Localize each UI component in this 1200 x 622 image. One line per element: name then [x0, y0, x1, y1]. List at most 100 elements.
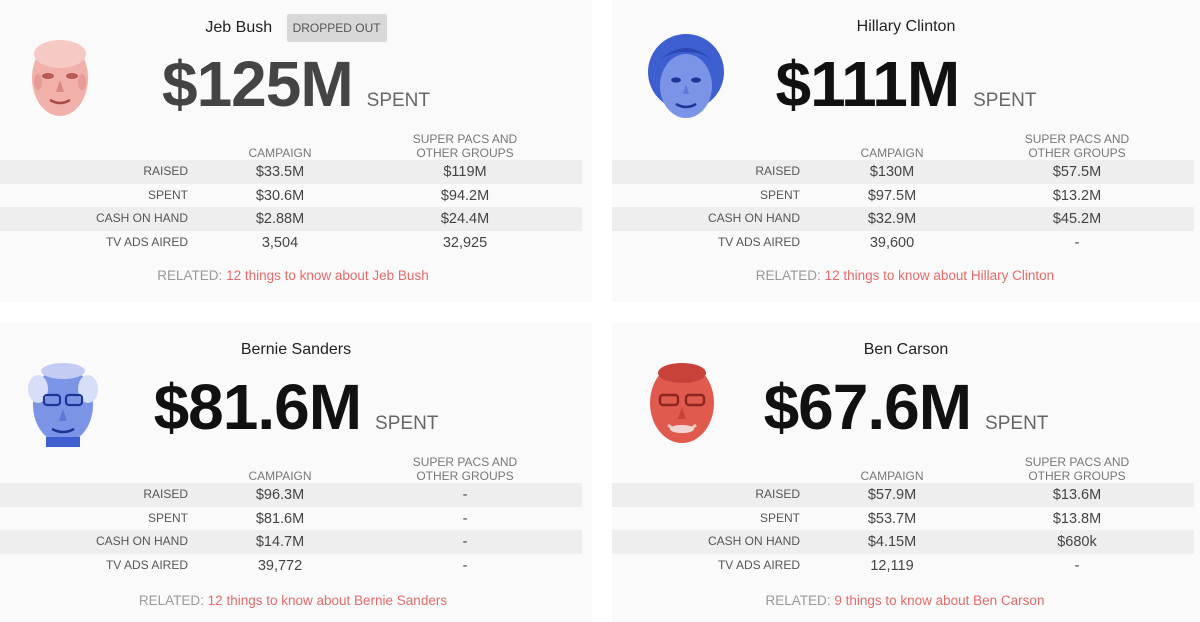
related-line: RELATED: 12 things to know about Hillary… [612, 268, 1198, 283]
campaign-value: $2.88M [255, 211, 305, 227]
table-row-raised: RAISED $57.9M $13.6M [612, 483, 1194, 507]
total-spent-value: $125M [161, 48, 354, 120]
row-label: RAISED [755, 487, 800, 501]
campaign-value: 39,772 [257, 557, 303, 574]
related-line: RELATED: 9 things to know about Ben Cars… [612, 593, 1198, 608]
campaign-value: $130M [869, 164, 915, 180]
groups-value: 32,925 [442, 234, 488, 251]
total-spent: $81.6M SPENT [0, 373, 592, 441]
groups-value: $13.8M [1052, 510, 1102, 527]
related-link[interactable]: 12 things to know about Hillary Clinton [824, 268, 1055, 283]
campaign-column-header: CAMPAIGN [248, 469, 312, 483]
table-row-cash: CASH ON HAND $32.9M $45.2M [612, 207, 1194, 231]
table-row-tv: TV ADS AIRED 39,772 - [0, 554, 582, 578]
table-row-raised: RAISED $33.5M $119M [0, 160, 582, 184]
candidate-name: Jeb Bush [205, 19, 273, 36]
super-pacs-column-header: SUPER PACS AND OTHER GROUPS [412, 132, 518, 160]
groups-value: $13.2M [1052, 187, 1102, 204]
related-prefix: RELATED: [765, 593, 831, 608]
groups-value: - [462, 510, 468, 527]
candidate-card-ben-carson: Ben Carson $67.6M SPENT CAMPAIGN SUPER PA… [612, 323, 1200, 622]
campaign-value: $14.7M [255, 534, 305, 550]
campaign-value: $97.5M [867, 187, 917, 204]
row-label: TV ADS AIRED [717, 234, 800, 249]
row-label: TV ADS AIRED [105, 557, 188, 572]
super-pacs-column-header: SUPER PACS AND OTHER GROUPS [1024, 132, 1130, 160]
groups-value: - [462, 557, 468, 574]
super-pacs-column-header: SUPER PACS AND OTHER GROUPS [412, 455, 518, 483]
candidate-name: Bernie Sanders [240, 341, 352, 358]
row-label: TV ADS AIRED [105, 234, 188, 249]
related-prefix: RELATED: [157, 268, 223, 283]
campaign-value: 39,600 [869, 234, 915, 251]
finance-table: CAMPAIGN SUPER PACS AND OTHER GROUPS RAIS… [0, 453, 582, 577]
campaign-column-header: CAMPAIGN [860, 469, 924, 483]
related-link[interactable]: 9 things to know about Ben Carson [834, 593, 1045, 608]
groups-value: $13.6M [1052, 487, 1102, 503]
table-row-tv: TV ADS AIRED 39,600 - [612, 231, 1194, 255]
row-label: SPENT [759, 187, 800, 202]
finance-table: CAMPAIGN SUPER PACS AND OTHER GROUPS RAIS… [0, 130, 582, 254]
related-line: RELATED: 12 things to know about Jeb Bus… [0, 268, 586, 283]
candidate-header: Hillary Clinton [612, 14, 1200, 42]
row-label: SPENT [759, 510, 800, 525]
jeb-bush-portrait-icon [26, 32, 94, 122]
related-link[interactable]: 12 things to know about Jeb Bush [226, 268, 429, 283]
table-row-spent: SPENT $53.7M $13.8M [612, 507, 1194, 531]
groups-value: $24.4M [440, 211, 490, 227]
groups-value: $45.2M [1052, 211, 1102, 227]
candidate-header: Ben Carson [612, 337, 1200, 365]
total-spent-label: SPENT [366, 90, 431, 111]
related-prefix: RELATED: [755, 268, 821, 283]
candidate-name: Ben Carson [863, 341, 949, 358]
total-spent-value: $111M [775, 48, 961, 120]
total-spent-value: $81.6M [153, 371, 362, 443]
related-line: RELATED: 12 things to know about Bernie … [0, 593, 586, 608]
table-row-spent: SPENT $30.6M $94.2M [0, 184, 582, 208]
candidate-card-hillary-clinton: Hillary Clinton $111M SPENT CAMPAIGN SUPE… [612, 0, 1200, 302]
campaign-value: 12,119 [870, 557, 914, 574]
row-label: RAISED [143, 164, 188, 178]
bernie-sanders-portrait-icon [26, 357, 100, 447]
groups-value: $119M [443, 164, 487, 180]
table-row-cash: CASH ON HAND $4.15M $680k [612, 530, 1194, 554]
groups-value: $94.2M [440, 187, 490, 204]
groups-value: - [1074, 234, 1080, 251]
table-header: CAMPAIGN SUPER PACS AND OTHER GROUPS [0, 130, 582, 160]
table-header: CAMPAIGN SUPER PACS AND OTHER GROUPS [612, 453, 1194, 483]
row-label: CASH ON HAND [95, 534, 188, 548]
finance-table: CAMPAIGN SUPER PACS AND OTHER GROUPS RAIS… [612, 453, 1194, 577]
candidate-header: Jeb Bush DROPPED OUT [0, 14, 592, 42]
candidate-card-bernie-sanders: Bernie Sanders $81.6M SPENT CAMPAIGN SUPE… [0, 323, 592, 622]
row-label: TV ADS AIRED [717, 557, 800, 572]
groups-value: - [1074, 557, 1080, 574]
campaign-value: $4.15M [867, 534, 917, 550]
ben-carson-portrait-icon [646, 357, 718, 447]
row-label: SPENT [147, 510, 188, 525]
related-prefix: RELATED: [138, 593, 204, 608]
groups-value: $57.5M [1052, 164, 1102, 180]
total-spent-label: SPENT [973, 90, 1037, 111]
table-row-cash: CASH ON HAND $14.7M - [0, 530, 582, 554]
groups-value: $680k [1057, 534, 1097, 550]
table-row-spent: SPENT $81.6M - [0, 507, 582, 531]
candidate-header: Bernie Sanders [0, 337, 592, 365]
table-header: CAMPAIGN SUPER PACS AND OTHER GROUPS [612, 130, 1194, 160]
total-spent: $67.6M SPENT [612, 373, 1200, 441]
row-label: SPENT [147, 187, 188, 202]
related-link[interactable]: 12 things to know about Bernie Sanders [207, 593, 448, 608]
campaign-value: $32.9M [867, 211, 917, 227]
finance-table: CAMPAIGN SUPER PACS AND OTHER GROUPS RAIS… [612, 130, 1194, 254]
dropped-out-badge: DROPPED OUT [286, 14, 387, 42]
total-spent: $111M SPENT [612, 50, 1200, 118]
table-row-cash: CASH ON HAND $2.88M $24.4M [0, 207, 582, 231]
total-spent-label: SPENT [985, 413, 1049, 434]
campaign-value: $96.3M [255, 487, 305, 503]
candidate-name: Hillary Clinton [856, 18, 956, 35]
row-label: CASH ON HAND [707, 211, 800, 225]
campaign-value: $57.9M [867, 487, 917, 503]
table-row-spent: SPENT $97.5M $13.2M [612, 184, 1194, 208]
table-row-tv: TV ADS AIRED 12,119 - [612, 554, 1194, 578]
candidate-card-jeb-bush: Jeb Bush DROPPED OUT $125M SPENT CAMPAIGN… [0, 0, 592, 302]
table-row-tv: TV ADS AIRED 3,504 32,925 [0, 231, 582, 255]
